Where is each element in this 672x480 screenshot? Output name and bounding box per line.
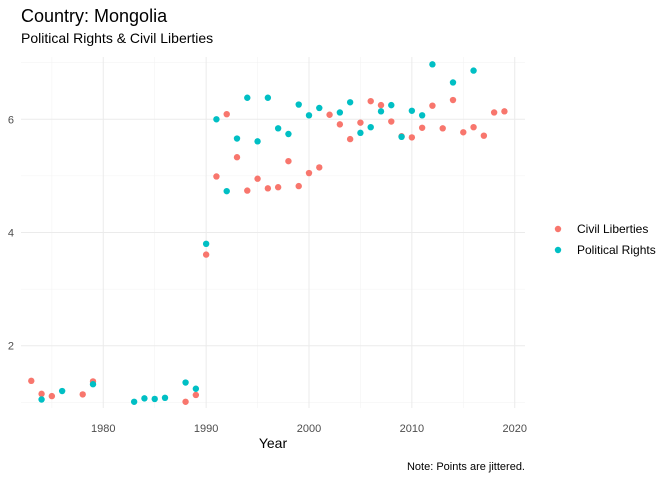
- point-political-rights: [408, 107, 416, 114]
- point-civil-liberties: [182, 398, 189, 405]
- point-civil-liberties: [223, 110, 230, 118]
- point-political-rights: [295, 101, 302, 108]
- point-political-rights: [141, 395, 148, 402]
- point-civil-liberties: [418, 124, 426, 131]
- point-political-rights: [398, 133, 405, 141]
- point-civil-liberties: [192, 391, 200, 399]
- point-political-rights: [388, 101, 395, 109]
- point-civil-liberties: [357, 119, 364, 126]
- point-political-rights: [233, 135, 241, 142]
- point-political-rights: [377, 108, 385, 115]
- point-civil-liberties: [316, 164, 323, 171]
- point-civil-liberties: [213, 173, 220, 180]
- point-political-rights: [285, 130, 292, 138]
- point-political-rights: [357, 129, 364, 137]
- x-tick-label: 1980: [91, 423, 115, 435]
- point-civil-liberties: [28, 377, 35, 385]
- legend: Civil Liberties Political Rights: [554, 222, 656, 257]
- point-political-rights: [213, 116, 220, 123]
- point-civil-liberties: [254, 175, 261, 182]
- point-civil-liberties: [408, 134, 416, 141]
- point-political-rights: [316, 104, 323, 112]
- point-political-rights: [244, 94, 251, 101]
- point-civil-liberties: [264, 185, 272, 192]
- data-points: [28, 61, 508, 405]
- x-axis-title: Year: [259, 435, 288, 451]
- point-civil-liberties: [429, 102, 436, 109]
- x-tick-label: 2020: [502, 423, 526, 435]
- point-civil-liberties: [285, 157, 292, 165]
- point-political-rights: [202, 240, 210, 248]
- point-political-rights: [449, 79, 457, 86]
- y-tick-label: 4: [8, 228, 14, 240]
- y-tick-label: 6: [8, 114, 14, 126]
- point-civil-liberties: [38, 390, 45, 398]
- point-civil-liberties: [48, 392, 56, 400]
- point-civil-liberties: [460, 129, 467, 136]
- point-civil-liberties: [346, 135, 354, 143]
- point-political-rights: [38, 396, 45, 403]
- point-political-rights: [264, 94, 272, 101]
- point-political-rights: [418, 112, 426, 119]
- x-tick-label: 1990: [194, 423, 218, 435]
- point-political-rights: [470, 67, 477, 74]
- point-civil-liberties: [326, 111, 333, 118]
- point-political-rights: [346, 99, 354, 106]
- x-tick-label: 2000: [297, 423, 321, 435]
- chart-subtitle: Political Rights & Civil Liberties: [21, 30, 213, 46]
- point-political-rights: [130, 398, 138, 405]
- point-civil-liberties: [274, 184, 282, 191]
- point-civil-liberties: [388, 118, 395, 125]
- point-civil-liberties: [439, 125, 446, 132]
- point-civil-liberties: [470, 124, 477, 131]
- point-civil-liberties: [377, 101, 385, 109]
- point-political-rights: [161, 394, 169, 402]
- point-civil-liberties: [233, 154, 241, 161]
- legend-key: [554, 246, 562, 254]
- point-civil-liberties: [480, 132, 488, 139]
- legend-label: Political Rights: [577, 243, 656, 257]
- point-political-rights: [58, 387, 66, 395]
- point-civil-liberties: [79, 391, 86, 398]
- point-civil-liberties: [367, 97, 374, 105]
- point-political-rights: [305, 112, 313, 119]
- grid: [21, 57, 525, 408]
- tick-labels: 1980 1990 2000 2010 2020 2 4 6: [8, 114, 527, 435]
- point-civil-liberties: [202, 251, 210, 258]
- point-political-rights: [89, 381, 97, 388]
- x-tick-label: 2010: [400, 423, 424, 435]
- point-political-rights: [367, 124, 374, 131]
- legend-label: Civil Liberties: [577, 222, 648, 236]
- point-civil-liberties: [449, 96, 457, 104]
- point-civil-liberties: [244, 187, 251, 194]
- chart-title: Country: Mongolia: [21, 6, 168, 26]
- legend-key: [554, 225, 562, 233]
- point-political-rights: [429, 61, 436, 68]
- point-civil-liberties: [490, 109, 498, 116]
- caption: Note: Points are jittered.: [407, 461, 525, 473]
- y-tick-label: 2: [8, 341, 14, 353]
- point-political-rights: [182, 379, 189, 386]
- point-civil-liberties: [336, 121, 344, 128]
- point-civil-liberties: [305, 169, 313, 177]
- point-political-rights: [223, 187, 230, 195]
- point-political-rights: [192, 385, 200, 392]
- point-political-rights: [254, 138, 261, 145]
- point-civil-liberties: [295, 182, 302, 190]
- point-civil-liberties: [501, 108, 508, 115]
- point-political-rights: [336, 109, 344, 116]
- point-political-rights: [274, 125, 282, 132]
- point-political-rights: [151, 395, 158, 403]
